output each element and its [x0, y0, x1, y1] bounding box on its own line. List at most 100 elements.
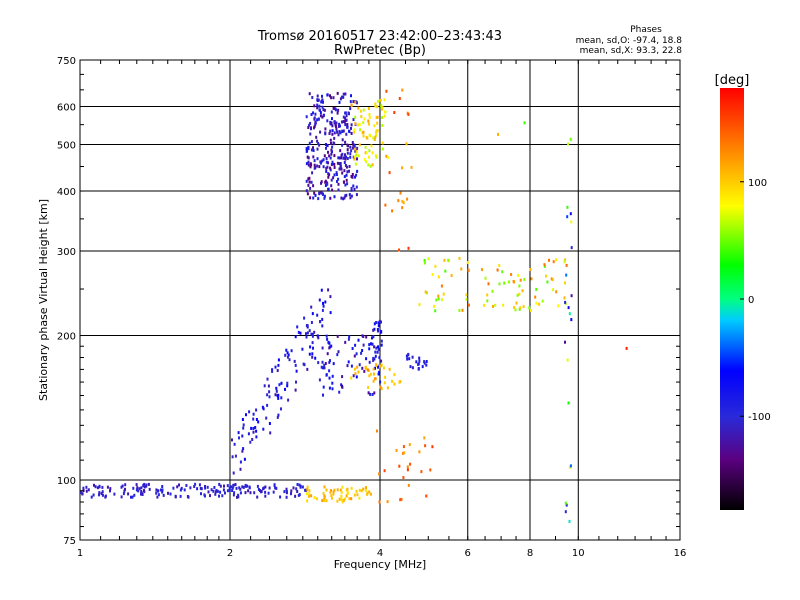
data-point [423, 261, 426, 265]
data-point [137, 489, 140, 493]
y-tick-label: 75 [63, 536, 76, 547]
data-point [138, 487, 141, 491]
data-point [349, 100, 352, 104]
data-point [421, 365, 424, 369]
data-point [206, 485, 209, 489]
data-point [186, 495, 189, 498]
data-point [305, 115, 308, 119]
data-point [374, 377, 377, 381]
data-point [317, 142, 320, 145]
data-point [332, 492, 335, 496]
data-point [207, 490, 210, 494]
x-tick-label: 16 [674, 548, 687, 559]
data-point [350, 194, 353, 198]
data-point [379, 364, 381, 368]
data-point [405, 142, 408, 146]
data-point [386, 386, 389, 390]
data-point [358, 488, 361, 492]
data-point [437, 275, 440, 279]
data-point [569, 464, 572, 468]
data-point [535, 287, 538, 291]
data-point [384, 110, 386, 114]
data-point [101, 490, 104, 494]
data-point [425, 363, 428, 367]
data-point [349, 196, 352, 200]
data-point [321, 308, 324, 312]
data-point [353, 155, 356, 159]
data-point [551, 278, 554, 282]
plot-area: 1 2 4 6 8 10 16 75 100 200 300 400 500 600 750 [57, 56, 686, 559]
data-point [286, 384, 289, 388]
data-point [313, 124, 316, 128]
data-point [162, 493, 165, 497]
data-point [312, 196, 315, 200]
data-point [328, 173, 331, 177]
data-point [325, 160, 328, 164]
data-point [353, 354, 356, 358]
data-point [303, 363, 306, 367]
data-point [307, 160, 310, 164]
data-point [361, 349, 364, 352]
data-point [347, 360, 350, 364]
data-point [355, 148, 358, 152]
data-point [372, 335, 375, 339]
data-point [354, 367, 356, 371]
data-point [381, 147, 384, 151]
data-point [381, 141, 384, 145]
data-point [402, 451, 404, 455]
data-point [340, 494, 343, 498]
data-point [332, 362, 335, 366]
data-point [315, 497, 318, 501]
data-point [538, 302, 541, 306]
data-point [563, 296, 566, 300]
data-point [231, 438, 233, 442]
data-point [349, 107, 352, 111]
data-point [305, 189, 308, 193]
data-point [101, 493, 104, 497]
data-point [335, 127, 338, 131]
data-point [370, 144, 373, 148]
data-point [336, 91, 339, 95]
data-point [417, 362, 420, 366]
data-point [467, 303, 470, 307]
colorbar-tick-label: -100 [748, 412, 771, 423]
data-point [337, 156, 340, 160]
data-point [535, 301, 538, 305]
data-point [349, 152, 352, 156]
data-point [380, 359, 383, 363]
data-point [372, 358, 375, 362]
data-point [341, 143, 344, 147]
data-point [321, 324, 324, 328]
data-point [569, 212, 572, 216]
data-point [335, 173, 338, 176]
data-point [369, 392, 372, 396]
data-point [408, 443, 411, 447]
data-point [296, 325, 299, 329]
data-point [353, 187, 356, 191]
data-point [352, 374, 355, 378]
data-point [318, 191, 321, 195]
data-point [228, 486, 231, 490]
data-point [522, 305, 525, 309]
data-point [365, 486, 367, 490]
data-point [269, 431, 272, 435]
data-point [305, 492, 308, 496]
data-point [316, 139, 319, 143]
data-point [331, 381, 334, 385]
data-point [237, 495, 240, 499]
data-point [313, 159, 316, 163]
data-point [312, 111, 314, 115]
data-point [486, 299, 489, 303]
data-point [358, 143, 361, 147]
data-point [253, 491, 256, 495]
data-point [393, 111, 396, 114]
data-points [80, 88, 628, 523]
data-point [388, 367, 391, 371]
data-point [327, 161, 329, 165]
data-point [219, 484, 222, 488]
data-point [353, 145, 356, 149]
data-point [515, 301, 518, 305]
data-point [353, 130, 356, 134]
data-point [321, 105, 324, 109]
data-point [550, 277, 553, 281]
